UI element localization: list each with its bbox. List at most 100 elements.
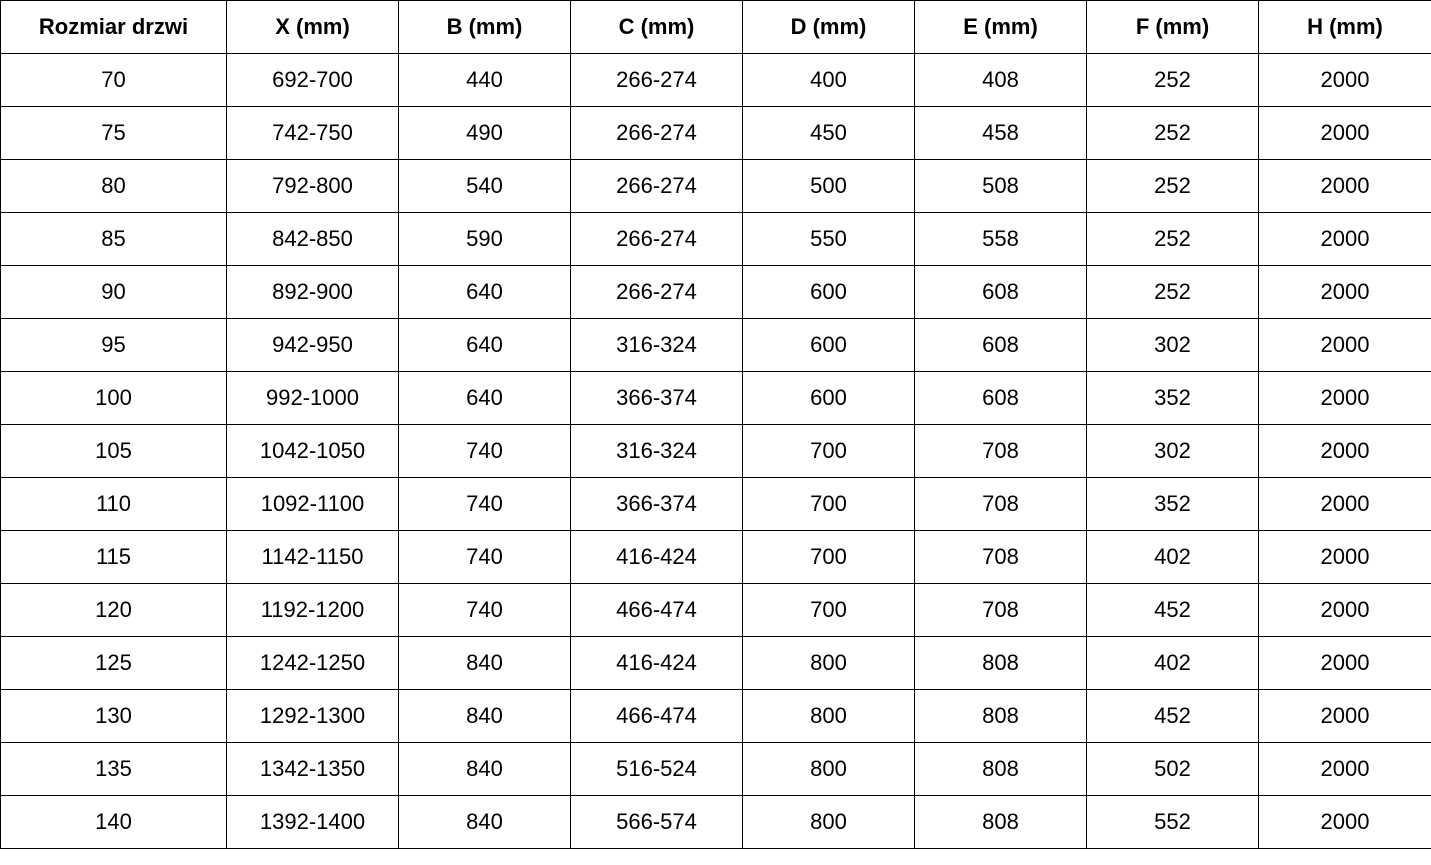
table-cell: 840 bbox=[398, 795, 571, 849]
table-cell: 400 bbox=[742, 53, 915, 107]
table-cell: 402 bbox=[1086, 636, 1259, 690]
table-row: 70 692-700 440 266-274 400 408 252 2000 bbox=[0, 53, 1431, 107]
table-cell: 840 bbox=[398, 742, 571, 796]
table-cell: 640 bbox=[398, 265, 571, 319]
table-cell: 692-700 bbox=[226, 53, 399, 107]
table-cell: 2000 bbox=[1258, 106, 1431, 160]
table-cell: 800 bbox=[742, 742, 915, 796]
table-cell: 70 bbox=[0, 53, 227, 107]
table-cell: 740 bbox=[398, 424, 571, 478]
table-cell: 2000 bbox=[1258, 53, 1431, 107]
table-cell: 2000 bbox=[1258, 212, 1431, 266]
table-cell: 1242-1250 bbox=[226, 636, 399, 690]
table-cell: 2000 bbox=[1258, 318, 1431, 372]
table-cell: 452 bbox=[1086, 689, 1259, 743]
table-cell: 792-800 bbox=[226, 159, 399, 213]
header-row: Rozmiar drzwi X (mm) B (mm) C (mm) D (mm) E (… bbox=[0, 0, 1431, 54]
column-header: F (mm) bbox=[1086, 0, 1259, 54]
column-header: X (mm) bbox=[226, 0, 399, 54]
table-cell: 942-950 bbox=[226, 318, 399, 372]
table-cell: 466-474 bbox=[570, 583, 743, 637]
table-cell: 740 bbox=[398, 583, 571, 637]
table-cell: 740 bbox=[398, 530, 571, 584]
table-row: 130 1292-1300 840 466-474 800 808 452 2000 bbox=[0, 689, 1431, 743]
table-cell: 2000 bbox=[1258, 265, 1431, 319]
table-cell: 120 bbox=[0, 583, 227, 637]
table-cell: 266-274 bbox=[570, 106, 743, 160]
table-cell: 90 bbox=[0, 265, 227, 319]
table-cell: 266-274 bbox=[570, 265, 743, 319]
table-cell: 540 bbox=[398, 159, 571, 213]
table-cell: 640 bbox=[398, 371, 571, 425]
column-header: D (mm) bbox=[742, 0, 915, 54]
table-row: 100 992-1000 640 366-374 600 608 352 2000 bbox=[0, 371, 1431, 425]
table-cell: 1192-1200 bbox=[226, 583, 399, 637]
table-cell: 316-324 bbox=[570, 318, 743, 372]
table-cell: 566-574 bbox=[570, 795, 743, 849]
table-cell: 115 bbox=[0, 530, 227, 584]
table-cell: 366-374 bbox=[570, 477, 743, 531]
table-cell: 640 bbox=[398, 318, 571, 372]
table-cell: 252 bbox=[1086, 212, 1259, 266]
table-cell: 95 bbox=[0, 318, 227, 372]
table-cell: 490 bbox=[398, 106, 571, 160]
table-cell: 808 bbox=[914, 636, 1087, 690]
table-row: 135 1342-1350 840 516-524 800 808 502 2000 bbox=[0, 742, 1431, 796]
table-cell: 416-424 bbox=[570, 530, 743, 584]
table-cell: 2000 bbox=[1258, 795, 1431, 849]
table-row: 115 1142-1150 740 416-424 700 708 402 2000 bbox=[0, 530, 1431, 584]
table-cell: 808 bbox=[914, 689, 1087, 743]
table-cell: 800 bbox=[742, 636, 915, 690]
table-cell: 125 bbox=[0, 636, 227, 690]
table-cell: 502 bbox=[1086, 742, 1259, 796]
table-cell: 516-524 bbox=[570, 742, 743, 796]
table-cell: 708 bbox=[914, 424, 1087, 478]
table-cell: 80 bbox=[0, 159, 227, 213]
table-cell: 992-1000 bbox=[226, 371, 399, 425]
table-cell: 742-750 bbox=[226, 106, 399, 160]
table-cell: 85 bbox=[0, 212, 227, 266]
table-cell: 452 bbox=[1086, 583, 1259, 637]
table-cell: 1042-1050 bbox=[226, 424, 399, 478]
table-cell: 75 bbox=[0, 106, 227, 160]
table-cell: 266-274 bbox=[570, 53, 743, 107]
table-cell: 600 bbox=[742, 371, 915, 425]
table-cell: 1092-1100 bbox=[226, 477, 399, 531]
table-cell: 2000 bbox=[1258, 689, 1431, 743]
table-cell: 266-274 bbox=[570, 159, 743, 213]
table-cell: 135 bbox=[0, 742, 227, 796]
table-cell: 458 bbox=[914, 106, 1087, 160]
table-cell: 266-274 bbox=[570, 212, 743, 266]
column-header: H (mm) bbox=[1258, 0, 1431, 54]
table-cell: 700 bbox=[742, 530, 915, 584]
table-cell: 840 bbox=[398, 636, 571, 690]
table-cell: 2000 bbox=[1258, 583, 1431, 637]
table-row: 95 942-950 640 316-324 600 608 302 2000 bbox=[0, 318, 1431, 372]
table-row: 105 1042-1050 740 316-324 700 708 302 2000 bbox=[0, 424, 1431, 478]
table-cell: 608 bbox=[914, 371, 1087, 425]
table-cell: 840 bbox=[398, 689, 571, 743]
table-cell: 558 bbox=[914, 212, 1087, 266]
table-cell: 2000 bbox=[1258, 530, 1431, 584]
table-cell: 440 bbox=[398, 53, 571, 107]
table-cell: 800 bbox=[742, 795, 915, 849]
table-cell: 708 bbox=[914, 583, 1087, 637]
table-cell: 800 bbox=[742, 689, 915, 743]
table-cell: 2000 bbox=[1258, 371, 1431, 425]
table-cell: 100 bbox=[0, 371, 227, 425]
table-cell: 740 bbox=[398, 477, 571, 531]
table-cell: 600 bbox=[742, 265, 915, 319]
table-cell: 700 bbox=[742, 424, 915, 478]
table-cell: 2000 bbox=[1258, 636, 1431, 690]
table-cell: 552 bbox=[1086, 795, 1259, 849]
column-header: B (mm) bbox=[398, 0, 571, 54]
table-cell: 130 bbox=[0, 689, 227, 743]
table-row: 80 792-800 540 266-274 500 508 252 2000 bbox=[0, 159, 1431, 213]
table-cell: 466-474 bbox=[570, 689, 743, 743]
table-cell: 2000 bbox=[1258, 424, 1431, 478]
table-cell: 590 bbox=[398, 212, 571, 266]
table-cell: 608 bbox=[914, 318, 1087, 372]
table-row: 140 1392-1400 840 566-574 800 808 552 2000 bbox=[0, 795, 1431, 849]
table-cell: 808 bbox=[914, 742, 1087, 796]
